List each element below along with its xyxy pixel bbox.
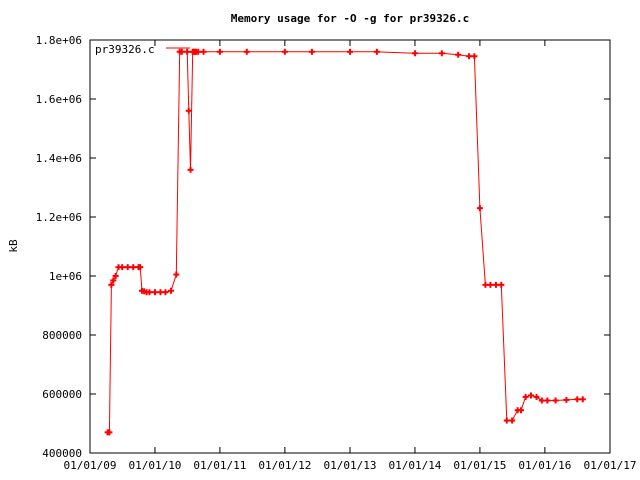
data-point (533, 393, 540, 400)
data-point (308, 48, 315, 55)
y-tick-label: 600000 (42, 388, 82, 401)
data-point (178, 48, 185, 55)
chart-title: Memory usage for -O -g for pr39326.c (231, 12, 469, 25)
y-axis-label: kB (7, 239, 20, 253)
data-point (522, 393, 529, 400)
data-point (579, 396, 586, 403)
legend: pr39326.c (95, 43, 190, 56)
data-point (184, 48, 191, 55)
data-point (151, 289, 158, 296)
series-line (107, 51, 583, 433)
data-point (411, 50, 418, 57)
y-axis-ticks: 400000 600000 800000 1e+06 1.2e+06 1.4e+06 1.6… (36, 34, 610, 460)
data-point (373, 48, 380, 55)
data-point (471, 53, 478, 60)
data-point (173, 271, 180, 278)
data-point (216, 48, 223, 55)
data-point (146, 289, 153, 296)
x-tick-label: 01/01/17 (584, 459, 637, 472)
data-point (185, 107, 192, 114)
data-point (106, 429, 113, 436)
data-point (243, 48, 250, 55)
data-point (108, 281, 115, 288)
y-tick-label: 1.2e+06 (36, 211, 82, 224)
data-point (552, 397, 559, 404)
data-point (466, 53, 473, 60)
data-point (538, 397, 545, 404)
x-tick-label: 01/01/13 (324, 459, 377, 472)
legend-label: pr39326.c (95, 43, 155, 56)
data-point (487, 281, 494, 288)
data-point (544, 397, 551, 404)
data-point (527, 392, 534, 399)
x-tick-label: 01/01/11 (193, 459, 246, 472)
data-point (509, 417, 516, 424)
y-tick-label: 1e+06 (49, 270, 82, 283)
x-tick-label: 01/01/09 (64, 459, 117, 472)
data-point (574, 396, 581, 403)
data-point (492, 281, 499, 288)
x-tick-label: 01/01/15 (453, 459, 506, 472)
data-point (498, 281, 505, 288)
data-point (124, 264, 131, 271)
y-tick-label: 1.8e+06 (36, 34, 82, 47)
data-point (347, 48, 353, 55)
data-point (162, 289, 169, 296)
data-point (119, 264, 126, 271)
plot-frame (89, 39, 611, 454)
y-tick-label: 400000 (42, 447, 82, 460)
y-tick-label: 1.6e+06 (36, 93, 82, 106)
x-tick-label: 01/01/14 (388, 459, 441, 472)
y-tick-label: 800000 (42, 329, 82, 342)
data-point (130, 264, 137, 271)
data-point (438, 50, 445, 57)
x-tick-label: 01/01/10 (128, 459, 181, 472)
data-point (503, 417, 510, 424)
data-point (195, 48, 202, 55)
y-tick-label: 1.4e+06 (36, 152, 82, 165)
data-point (281, 48, 288, 55)
data-point (110, 277, 117, 284)
data-point (187, 166, 194, 173)
series-pr39326 (104, 48, 586, 436)
data-point (563, 396, 570, 403)
data-point (200, 48, 207, 55)
x-axis-ticks: 01/01/09 01/01/10 01/01/11 01/01/12 01/01/13… (64, 40, 637, 472)
x-tick-label: 01/01/16 (518, 459, 571, 472)
data-point (112, 273, 119, 279)
data-point (137, 264, 144, 271)
data-point (476, 205, 483, 212)
data-point (518, 407, 525, 414)
data-point (167, 287, 174, 294)
x-tick-label: 01/01/12 (258, 459, 311, 472)
data-point (455, 51, 462, 58)
